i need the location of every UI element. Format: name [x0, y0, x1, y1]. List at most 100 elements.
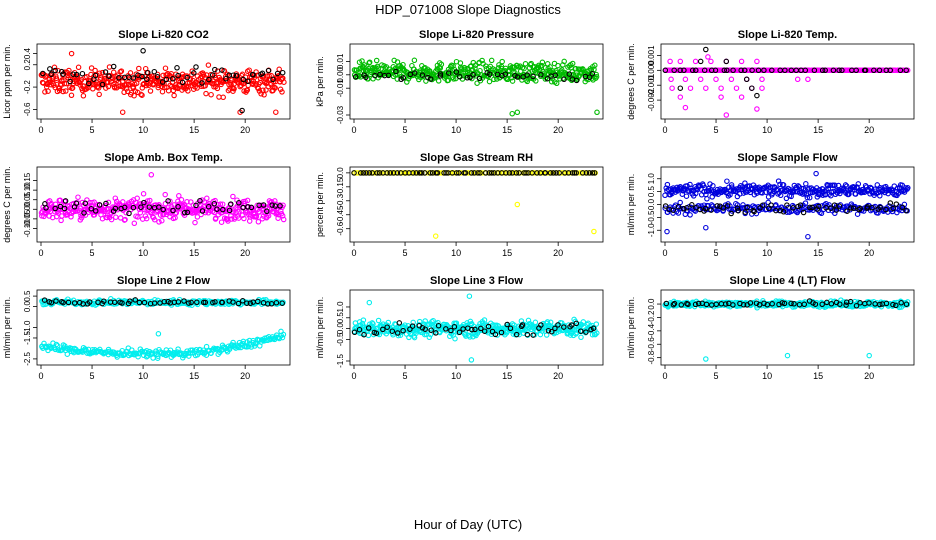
data-point	[73, 200, 80, 207]
data-point	[476, 75, 483, 82]
data-point	[270, 78, 277, 85]
data-point	[98, 75, 104, 81]
data-point	[555, 62, 561, 69]
data-point	[434, 170, 441, 176]
data-point	[548, 78, 555, 85]
data-point	[160, 206, 166, 213]
data-point	[561, 324, 567, 330]
data-point	[181, 298, 187, 304]
data-point	[147, 197, 153, 204]
data-point	[144, 76, 150, 82]
x-tick-label: 20	[553, 371, 563, 381]
y-tick-label: -0.45	[336, 205, 345, 224]
data-point	[524, 78, 531, 85]
data-point	[205, 203, 212, 210]
data-point	[516, 170, 522, 176]
data-point	[214, 85, 221, 92]
data-point	[99, 69, 106, 76]
data-point	[877, 193, 883, 199]
data-point	[817, 192, 823, 198]
plot-frame	[349, 166, 604, 243]
data-point	[105, 83, 112, 90]
data-point	[359, 58, 365, 64]
data-point	[221, 68, 228, 74]
data-point	[253, 213, 260, 219]
data-point	[824, 299, 830, 306]
data-point	[708, 202, 715, 208]
data-point	[684, 205, 690, 211]
data-point	[143, 215, 150, 222]
data-point	[469, 326, 475, 333]
data-point	[847, 298, 854, 305]
x-tick-label: 5	[90, 248, 95, 258]
data-point	[192, 219, 198, 226]
data-point	[233, 73, 240, 79]
data-point	[356, 326, 363, 333]
data-point	[590, 325, 597, 332]
data-point	[259, 70, 266, 77]
panel-title: Slope Line 3 Flow	[430, 275, 523, 287]
data-point	[154, 355, 161, 361]
data-point	[456, 170, 462, 176]
data-point	[80, 93, 87, 99]
data-point	[677, 85, 684, 91]
data-point	[394, 76, 401, 82]
data-point	[48, 71, 54, 78]
panel-5: Slope Gas Stream RH percent per min. 0 5 10 1…	[315, 152, 604, 258]
data-point	[681, 206, 687, 212]
data-point	[220, 206, 226, 213]
data-point	[88, 202, 95, 209]
data-point	[738, 67, 744, 74]
data-point	[159, 79, 166, 85]
plot-frame	[349, 43, 604, 120]
data-point	[126, 75, 133, 81]
data-point	[145, 69, 151, 76]
data-point	[47, 66, 53, 72]
data-point	[419, 72, 426, 78]
data-point	[538, 322, 544, 328]
data-point	[251, 343, 258, 349]
data-point	[121, 89, 127, 96]
data-point	[457, 73, 463, 80]
data-point	[723, 58, 730, 65]
data-point	[491, 170, 497, 176]
data-point	[803, 181, 809, 187]
data-point	[728, 76, 735, 83]
data-point	[876, 67, 883, 74]
data-point	[692, 301, 699, 308]
data-point	[498, 63, 505, 70]
data-point	[856, 206, 862, 213]
data-point	[437, 73, 444, 79]
data-point	[703, 301, 710, 308]
data-point	[384, 170, 390, 176]
data-point	[456, 329, 463, 336]
data-point	[677, 58, 684, 65]
data-point	[478, 325, 484, 332]
data-point	[422, 318, 428, 324]
data-point	[837, 301, 843, 307]
data-point	[844, 208, 850, 214]
data-point	[223, 75, 229, 82]
y-tick-label: 1.0	[647, 173, 656, 185]
data-point	[586, 74, 593, 80]
y-tick-label: -1.5	[23, 331, 32, 345]
data-point	[277, 203, 283, 209]
data-point	[86, 80, 92, 87]
y-tick-label: -1.0	[647, 223, 656, 237]
data-point	[280, 202, 286, 209]
data-point	[488, 57, 495, 64]
data-point	[203, 343, 210, 350]
data-point	[764, 301, 771, 308]
data-points	[351, 57, 600, 117]
data-point	[754, 58, 760, 65]
data-point	[471, 170, 477, 176]
data-point	[176, 193, 182, 199]
data-point	[905, 185, 911, 191]
data-point	[118, 68, 125, 74]
data-point	[360, 317, 367, 323]
data-point	[851, 184, 858, 191]
data-point	[366, 59, 373, 65]
data-point	[92, 72, 99, 79]
data-points	[662, 297, 911, 362]
data-point	[548, 328, 555, 335]
